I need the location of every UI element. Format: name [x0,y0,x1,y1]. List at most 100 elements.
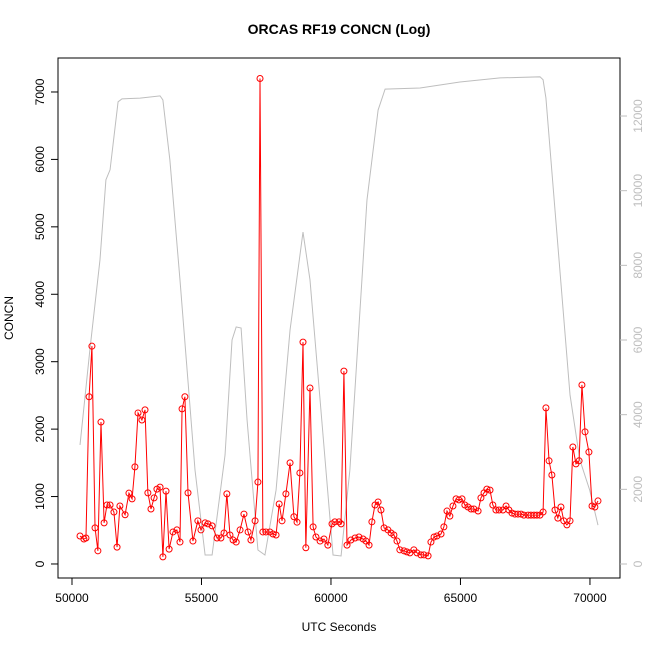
data-point [417,551,425,559]
data-point [585,448,593,456]
data-point [557,503,565,511]
data-point [591,503,599,511]
data-point [159,553,167,561]
plot-box [57,57,621,579]
data-point [302,544,310,552]
y-tick-label: 1000 [33,483,47,510]
x-tick-label: 50000 [55,591,89,605]
data-point [495,506,503,514]
y2-tick-label: 10000 [631,174,645,208]
data-point [413,549,421,557]
data-point [316,537,324,545]
data-point [290,513,298,521]
data-point [324,541,332,549]
data-point [144,489,152,497]
data-point [390,531,398,539]
data-point [103,501,111,509]
data-point [213,534,221,542]
data-point [194,517,202,525]
data-point [424,552,432,560]
data-point [94,547,102,555]
data-point [272,531,280,539]
data-point [88,342,96,350]
data-point [128,495,136,503]
data-point [138,416,146,424]
data-point [458,495,466,503]
data-point [470,505,478,513]
data-point [150,494,158,502]
data-point [449,502,457,510]
data-point [575,457,583,465]
data-point [351,534,359,542]
data-point [278,517,286,525]
data-point [578,381,586,389]
data-point [82,534,90,542]
data-point [141,406,149,414]
data-point [566,517,574,525]
data-point [156,483,164,491]
y-tick-label: 0 [33,560,47,567]
data-point [420,551,428,559]
data-point [548,471,556,479]
data-point [116,502,124,510]
data-point [320,535,328,543]
x-tick-label: 55000 [185,591,219,605]
data-point [134,409,142,417]
data-point [396,546,404,554]
y2-tick-label: 4000 [631,401,645,428]
data-point [340,367,348,375]
data-point [181,393,189,401]
data-point [343,541,351,549]
data-point [299,338,307,346]
data-point [189,537,197,545]
data-point [355,533,363,541]
data-point [337,520,345,528]
data-point [440,523,448,531]
y-axis-label: CONCN [2,296,16,340]
y-tick-label: 2000 [33,415,47,442]
data-point [236,526,244,534]
data-point [542,404,550,412]
data-point [121,511,129,519]
data-point [259,528,267,536]
chart-title: ORCAS RF19 CONCN (Log) [248,21,431,37]
data-point [551,506,559,514]
data-point [197,526,205,534]
data-point [594,497,602,505]
data-point [368,518,376,526]
data-point [533,511,541,519]
data-point [365,541,373,549]
data-point [520,511,528,519]
data-point [446,512,454,520]
data-point [275,500,283,508]
data-point [474,507,482,515]
data-point [467,505,475,513]
data-point [162,487,170,495]
y2-tick-label: 8000 [631,252,645,279]
data-point [262,528,270,536]
data-point [110,508,118,516]
y2-tick-label: 0 [631,560,645,567]
y2-tick-label: 12000 [631,99,645,133]
data-point [306,384,314,392]
x-axis-label: UTC Seconds [302,620,377,634]
data-point [377,506,385,514]
series-line [79,78,599,557]
data-point [554,514,562,522]
data-point [240,510,248,518]
y-tick-label: 7000 [33,78,47,105]
data-point [331,518,339,526]
data-point [147,505,155,513]
data-point [226,531,234,539]
x-tick-label: 65000 [444,591,478,605]
data-point [347,536,355,544]
data-point [489,501,497,509]
data-point [97,418,105,426]
data-point [113,543,121,551]
data-point [251,517,259,525]
data-point [125,489,133,497]
data-point [247,536,255,544]
data-point [244,528,252,536]
data-point [312,533,320,541]
data-point [433,532,441,540]
